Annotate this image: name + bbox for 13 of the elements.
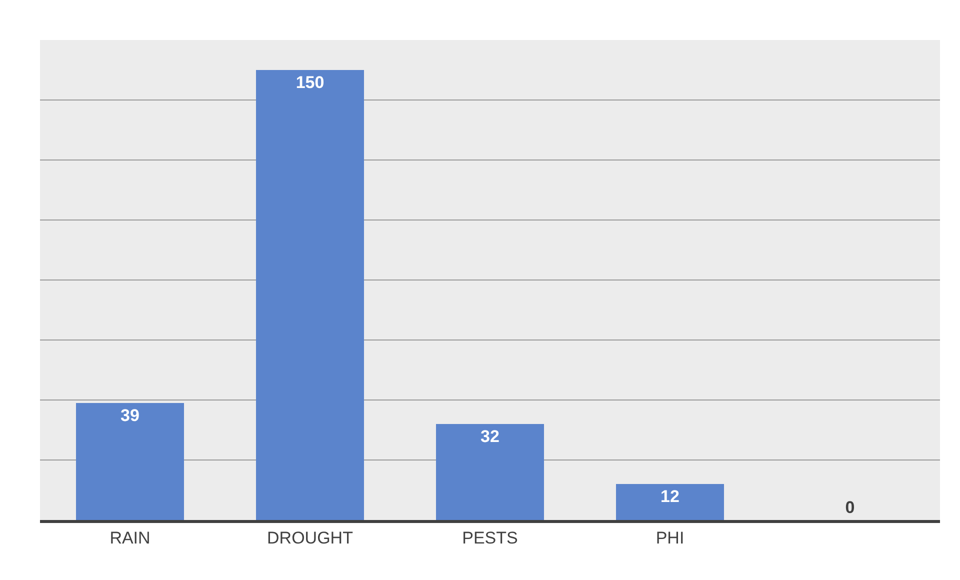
bar (436, 424, 544, 520)
x-tick-label: RAIN (110, 528, 150, 548)
x-tick-label: DROUGHT (267, 528, 353, 548)
data-label: 39 (120, 406, 140, 425)
bar (256, 70, 364, 520)
bar (616, 484, 724, 520)
bar (76, 403, 184, 520)
x-tick-label: PESTS (462, 528, 518, 548)
x-tick-label: PHI (656, 528, 684, 548)
data-label: 0 (845, 498, 855, 517)
data-label: 12 (660, 487, 680, 506)
data-label: 150 (296, 73, 324, 92)
data-label: 32 (480, 427, 500, 446)
